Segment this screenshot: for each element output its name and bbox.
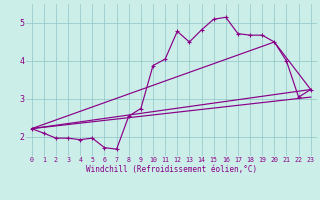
X-axis label: Windchill (Refroidissement éolien,°C): Windchill (Refroidissement éolien,°C) xyxy=(86,165,257,174)
